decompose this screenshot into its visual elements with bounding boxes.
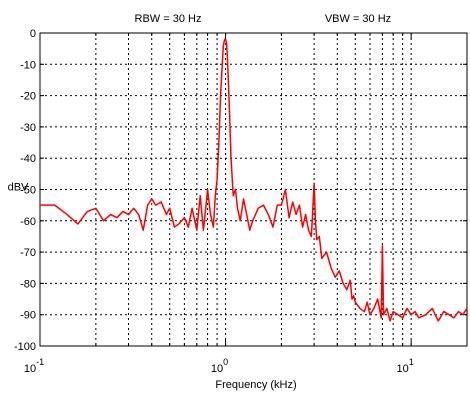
y-tick-label: -70 [20, 247, 36, 259]
y-tick-label: -10 [20, 59, 36, 71]
y-tick-label: -80 [20, 278, 36, 290]
y-tick-label: -50 [20, 185, 36, 197]
x-tick-label: 10-1 [24, 357, 44, 375]
x-axis-label: Frequency (kHz) [215, 379, 296, 391]
y-tick-label: -40 [20, 153, 36, 165]
y-tick-label: -20 [20, 91, 36, 103]
spectrum-trace [40, 38, 468, 322]
x-tick-label: 100 [211, 357, 228, 375]
y-tick-label: 0 [30, 28, 36, 40]
annotation-vbw: VBW = 30 Hz [325, 13, 391, 25]
y-tick-label: -100 [14, 341, 36, 353]
y-tick-label: -30 [20, 122, 36, 134]
y-tick-label: -90 [20, 310, 36, 322]
y-tick-label: -60 [20, 216, 36, 228]
y-axis-label: dBV [8, 181, 29, 193]
x-tick-label: 101 [397, 357, 414, 375]
annotation-rbw: RBW = 30 Hz [135, 13, 202, 25]
